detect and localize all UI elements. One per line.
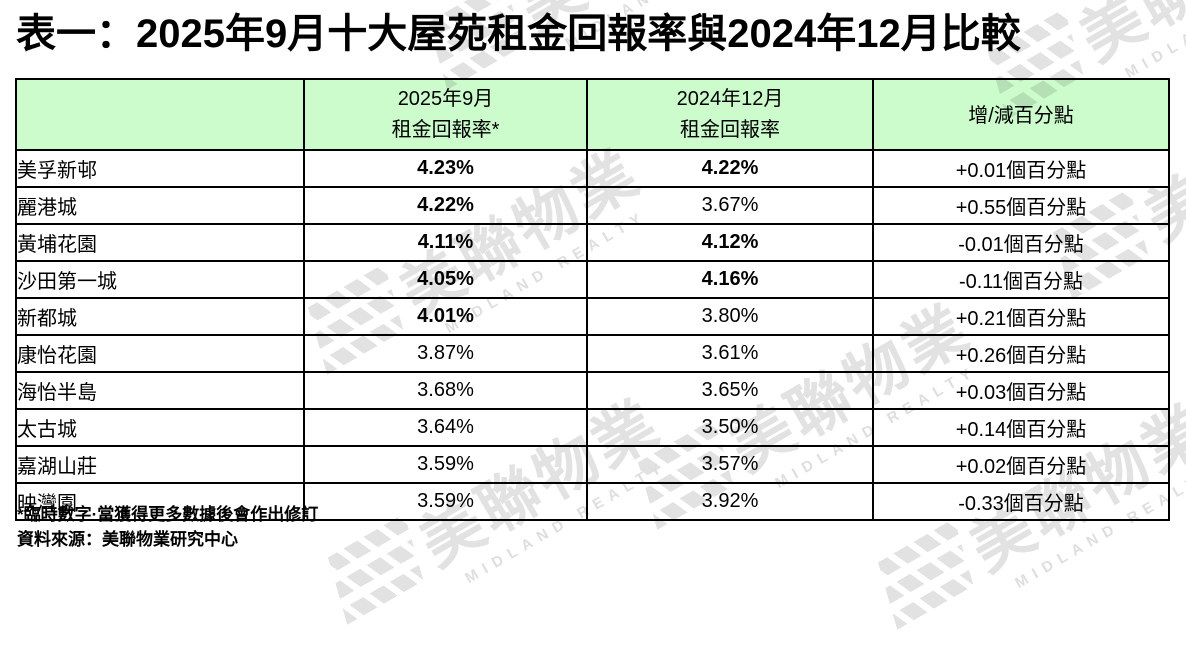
yield-2025: 4.22% bbox=[303, 186, 588, 225]
estate-name: 太古城 bbox=[15, 408, 305, 447]
table-row: 美孚新邨 4.23% 4.22% +0.01個百分點 bbox=[15, 149, 1170, 188]
yield-2024: 4.16% bbox=[586, 260, 874, 299]
yield-2024: 3.50% bbox=[586, 408, 874, 447]
footnote-provisional: *臨時數字·當獲得更多數據後會作出修訂 bbox=[17, 505, 319, 524]
yield-change: +0.02個百分點 bbox=[872, 445, 1170, 484]
header-2024-12-line2: 租金回報率 bbox=[680, 118, 780, 141]
table-row: 康怡花園 3.87% 3.61% +0.26個百分點 bbox=[15, 334, 1170, 373]
table-row: 沙田第一城 4.05% 4.16% -0.11個百分點 bbox=[15, 260, 1170, 299]
table-header-row: 2025年9月 租金回報率* 2024年12月 租金回報率 增/減百分點 bbox=[15, 78, 1170, 151]
yield-change: -0.01個百分點 bbox=[872, 223, 1170, 262]
header-2024-12-line1: 2024年12月 bbox=[676, 87, 784, 110]
yield-change: +0.01個百分點 bbox=[872, 149, 1170, 188]
footnotes: *臨時數字·當獲得更多數據後會作出修訂 資料來源：美聯物業研究中心 bbox=[17, 502, 318, 552]
header-change-label: 增/減百分點 bbox=[968, 105, 1074, 127]
yield-2024: 3.80% bbox=[586, 297, 874, 336]
yield-change: +0.14個百分點 bbox=[872, 408, 1170, 447]
yield-change: +0.03個百分點 bbox=[872, 371, 1170, 410]
estate-name: 康怡花園 bbox=[15, 334, 305, 373]
yield-comparison-table: 2025年9月 租金回報率* 2024年12月 租金回報率 增/減百分點 美孚新… bbox=[15, 78, 1170, 521]
table-row: 太古城 3.64% 3.50% +0.14個百分點 bbox=[15, 408, 1170, 447]
yield-2025: 4.01% bbox=[303, 297, 588, 336]
estate-name: 映灣園 bbox=[15, 482, 305, 521]
table-row: 新都城 4.01% 3.80% +0.21個百分點 bbox=[15, 297, 1170, 336]
footnote-source: 資料來源：美聯物業研究中心 bbox=[17, 530, 238, 549]
yield-2025: 4.11% bbox=[303, 223, 588, 262]
estate-name: 沙田第一城 bbox=[15, 260, 305, 299]
yield-2025: 3.59% bbox=[303, 445, 588, 484]
estate-name: 新都城 bbox=[15, 297, 305, 336]
yield-2024: 3.67% bbox=[586, 186, 874, 225]
yield-2024: 3.61% bbox=[586, 334, 874, 373]
yield-2025: 4.05% bbox=[303, 260, 588, 299]
yield-2025: 4.23% bbox=[303, 149, 588, 188]
header-estate bbox=[15, 78, 305, 151]
yield-change: -0.33個百分點 bbox=[872, 482, 1170, 521]
estate-name: 美孚新邨 bbox=[15, 149, 305, 188]
yield-change: +0.55個百分點 bbox=[872, 186, 1170, 225]
yield-change: -0.11個百分點 bbox=[872, 260, 1170, 299]
header-2024-12: 2024年12月 租金回報率 bbox=[586, 78, 874, 151]
estate-name: 麗港城 bbox=[15, 186, 305, 225]
yield-2024: 3.57% bbox=[586, 445, 874, 484]
yield-2025: 3.64% bbox=[303, 408, 588, 447]
table-row: 嘉湖山莊 3.59% 3.57% +0.02個百分點 bbox=[15, 445, 1170, 484]
estate-name: 嘉湖山莊 bbox=[15, 445, 305, 484]
yield-2025: 3.87% bbox=[303, 334, 588, 373]
midland-logo-icon bbox=[327, 513, 426, 631]
table-row: 麗港城 4.22% 3.67% +0.55個百分點 bbox=[15, 186, 1170, 225]
header-2025-09-line1: 2025年9月 bbox=[397, 87, 494, 110]
yield-2024: 3.92% bbox=[586, 482, 874, 521]
estate-name: 黃埔花園 bbox=[15, 223, 305, 262]
yield-2024: 4.22% bbox=[586, 149, 874, 188]
yield-2025: 3.59% bbox=[303, 482, 588, 521]
midland-logo-icon bbox=[877, 518, 976, 636]
yield-2025: 3.68% bbox=[303, 371, 588, 410]
yield-change: +0.21個百分點 bbox=[872, 297, 1170, 336]
header-change: 增/減百分點 bbox=[872, 78, 1170, 151]
page-title: 表一：2025年9月十大屋苑租金回報率與2024年12月比較 bbox=[16, 12, 1021, 56]
yield-change: +0.26個百分點 bbox=[872, 334, 1170, 373]
header-2025-09-line2: 租金回報率* bbox=[391, 118, 500, 141]
table-row: 映灣園 3.59% 3.92% -0.33個百分點 bbox=[15, 482, 1170, 521]
yield-2024: 3.65% bbox=[586, 371, 874, 410]
yield-2024: 4.12% bbox=[586, 223, 874, 262]
table-row: 黃埔花園 4.11% 4.12% -0.01個百分點 bbox=[15, 223, 1170, 262]
table-row: 海怡半島 3.68% 3.65% +0.03個百分點 bbox=[15, 371, 1170, 410]
header-2025-09: 2025年9月 租金回報率* bbox=[303, 78, 588, 151]
estate-name: 海怡半島 bbox=[15, 371, 305, 410]
